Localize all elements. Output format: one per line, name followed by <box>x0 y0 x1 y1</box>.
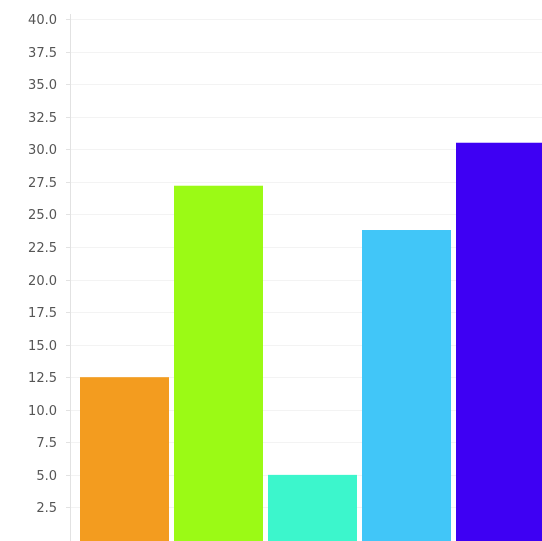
bar <box>362 230 451 541</box>
bar <box>174 185 263 541</box>
bars <box>80 142 542 541</box>
gridlines <box>71 19 542 508</box>
y-tick-label: 35.0 <box>28 78 57 93</box>
y-tick-label: 22.5 <box>28 241 57 256</box>
bar <box>268 474 357 541</box>
y-tick-label: 2.5 <box>36 501 57 516</box>
y-tick-label: 17.5 <box>28 306 57 321</box>
y-tick-label: 25.0 <box>28 208 57 223</box>
y-tick-label: 7.5 <box>36 436 57 451</box>
y-tick-label: 10.0 <box>28 404 57 419</box>
y-tick-label: 30.0 <box>28 143 57 158</box>
y-axis-ticks: 2.5 5.0 7.5 10.0 12.5 15.0 17.5 20.0 22.5 25.0 27.… <box>28 13 71 516</box>
bar <box>80 377 169 541</box>
y-tick-label: 40.0 <box>28 13 57 28</box>
y-tick-label: 37.5 <box>28 46 57 61</box>
y-tick-label: 12.5 <box>28 371 57 386</box>
y-tick-label: 27.5 <box>28 176 57 191</box>
y-tick-label: 20.0 <box>28 274 57 289</box>
y-tick-label: 32.5 <box>28 111 57 126</box>
bar <box>456 142 542 541</box>
y-tick-label: 5.0 <box>36 469 57 484</box>
y-tick-label: 15.0 <box>28 339 57 354</box>
